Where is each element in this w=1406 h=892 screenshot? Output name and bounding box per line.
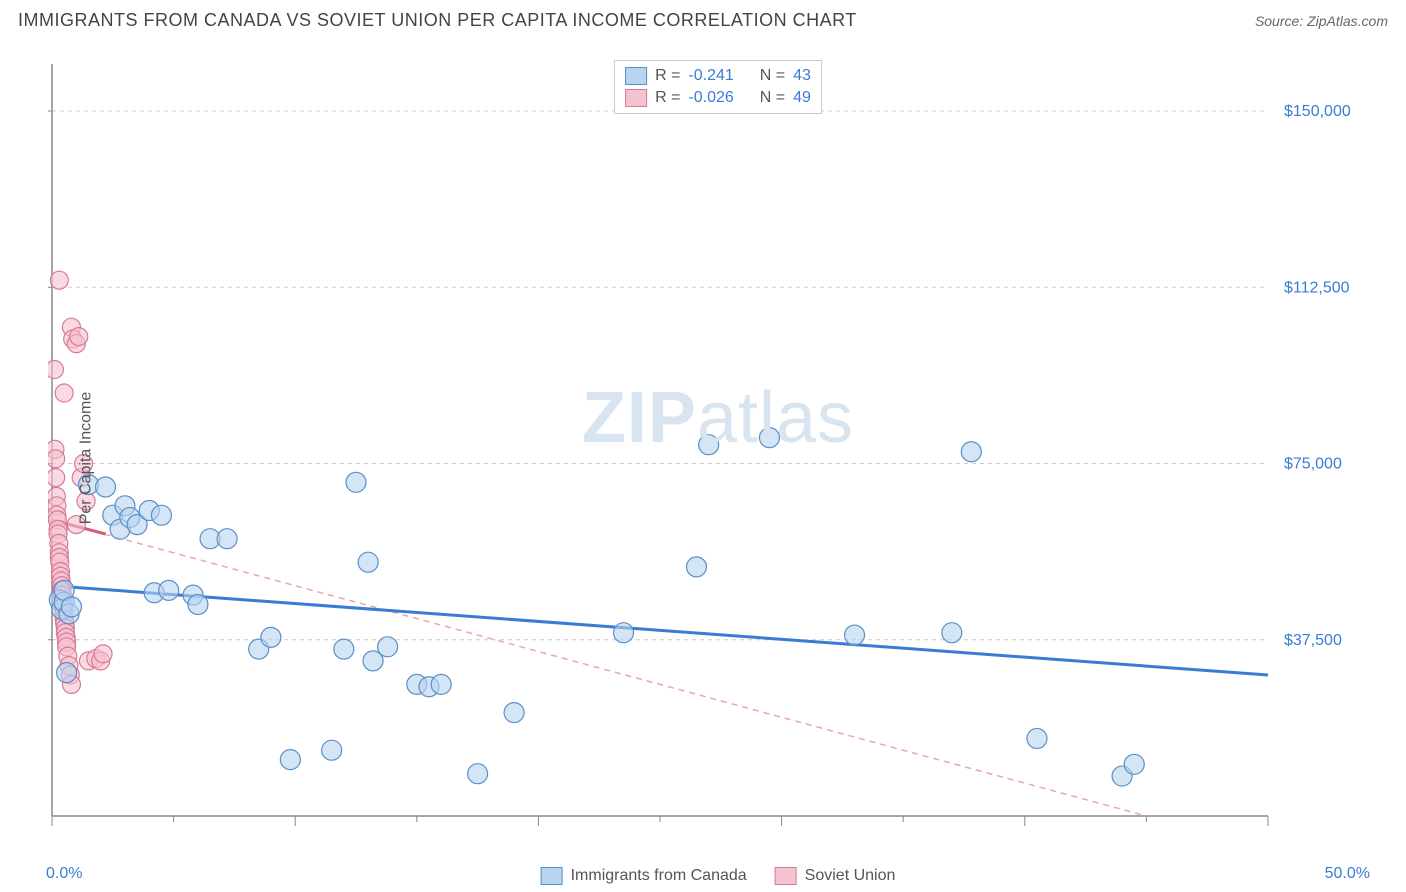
data-point-canada [1124, 754, 1144, 774]
y-axis-label: Per Capita Income [77, 391, 95, 524]
data-point-canada [942, 623, 962, 643]
legend-item-soviet: Soviet Union [775, 867, 896, 885]
data-point-canada [759, 428, 779, 448]
scatter-plot: $37,500 $75,000 $112,500 $150,000 [48, 60, 1368, 830]
correlation-legend: R = -0.241 N = 43 R = -0.026 N = 49 [614, 60, 822, 114]
chart-header: IMMIGRANTS FROM CANADA VS SOVIET UNION P… [0, 0, 1406, 31]
data-point-canada [334, 639, 354, 659]
data-point-canada [96, 477, 116, 497]
data-point-soviet [70, 328, 88, 346]
chart-area: ZIPatlas Per Capita Income $37,500$75,00… [48, 60, 1388, 855]
data-point-canada [378, 637, 398, 657]
swatch-canada [625, 67, 647, 85]
y-tick-label: $112,500 [1284, 279, 1350, 296]
data-point-canada [686, 557, 706, 577]
r-label: R = [655, 89, 680, 107]
data-point-canada [188, 595, 208, 615]
data-point-canada [431, 674, 451, 694]
data-point-canada [322, 740, 342, 760]
data-point-soviet [48, 450, 65, 468]
data-point-soviet [48, 469, 65, 487]
y-tick-label: $75,000 [1284, 456, 1342, 473]
series-legend: Immigrants from Canada Soviet Union [541, 867, 896, 885]
y-tick-label: $37,500 [1284, 632, 1342, 649]
canada-r-value: -0.241 [688, 67, 733, 85]
data-point-canada [217, 529, 237, 549]
data-point-canada [261, 627, 281, 647]
n-label: N = [760, 67, 785, 85]
swatch-canada [541, 867, 563, 885]
chart-title: IMMIGRANTS FROM CANADA VS SOVIET UNION P… [18, 10, 857, 31]
data-point-canada [845, 625, 865, 645]
data-point-canada [151, 505, 171, 525]
data-point-canada [468, 764, 488, 784]
source-prefix: Source: [1255, 13, 1307, 29]
data-point-soviet [48, 361, 63, 379]
soviet-r-value: -0.026 [688, 89, 733, 107]
data-point-canada [504, 703, 524, 723]
canada-n-value: 43 [793, 67, 811, 85]
data-point-canada [61, 597, 81, 617]
data-point-canada [159, 580, 179, 600]
r-label: R = [655, 67, 680, 85]
data-point-soviet [94, 645, 112, 663]
data-point-canada [358, 552, 378, 572]
swatch-soviet [625, 89, 647, 107]
y-tick-label: $150,000 [1284, 103, 1351, 120]
swatch-soviet [775, 867, 797, 885]
source-attribution: Source: ZipAtlas.com [1255, 13, 1388, 29]
legend-item-canada: Immigrants from Canada [541, 867, 747, 885]
n-label: N = [760, 89, 785, 107]
soviet-n-value: 49 [793, 89, 811, 107]
legend-row-soviet: R = -0.026 N = 49 [625, 87, 811, 109]
data-point-canada [614, 623, 634, 643]
data-point-canada [699, 435, 719, 455]
legend-label-soviet: Soviet Union [805, 867, 896, 885]
source-name: ZipAtlas.com [1307, 13, 1388, 29]
data-point-canada [280, 750, 300, 770]
data-point-canada [961, 442, 981, 462]
legend-label-canada: Immigrants from Canada [571, 867, 747, 885]
x-axis-min-label: 0.0% [46, 865, 82, 883]
legend-row-canada: R = -0.241 N = 43 [625, 65, 811, 87]
data-point-soviet [55, 384, 73, 402]
data-point-soviet [50, 271, 68, 289]
x-axis-max-label: 50.0% [1325, 865, 1370, 883]
data-point-canada [346, 472, 366, 492]
data-point-canada [57, 663, 77, 683]
data-point-canada [1027, 728, 1047, 748]
